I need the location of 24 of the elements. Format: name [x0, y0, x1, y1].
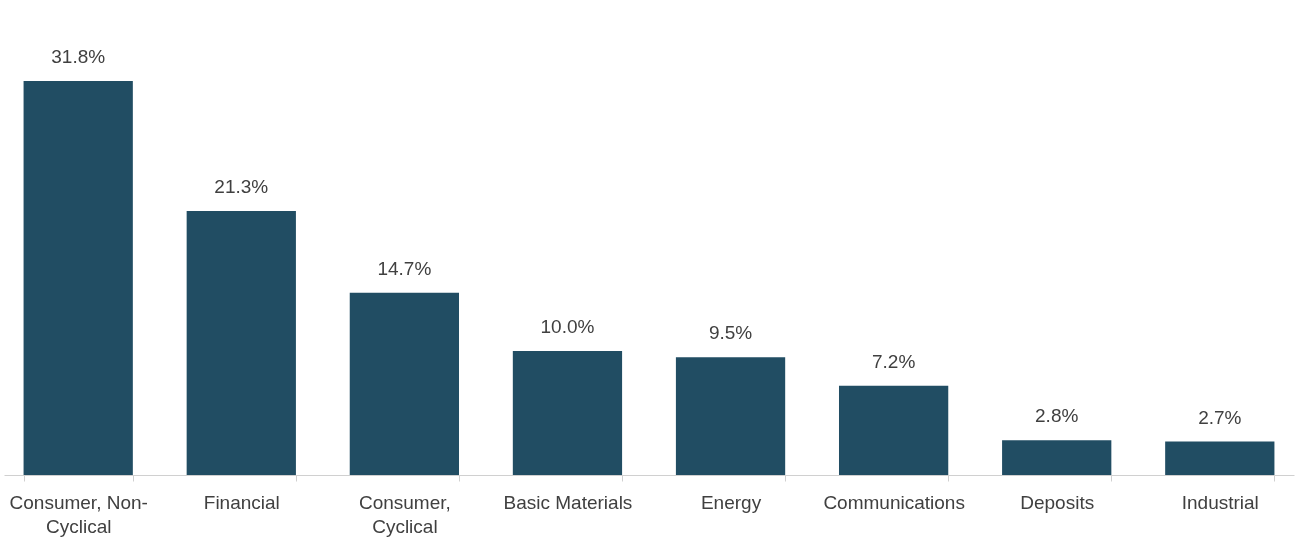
data-label: 14.7%	[377, 257, 432, 279]
x-tick-label: Energy	[700, 491, 762, 513]
data-label: 2.7%	[1198, 406, 1242, 428]
data-label: 21.3%	[214, 176, 269, 198]
data-label: 7.2%	[871, 350, 916, 372]
x-tick-label: Communications	[823, 491, 965, 513]
bar	[186, 211, 296, 475]
data-label: 31.8%	[51, 46, 106, 67]
bar	[675, 357, 786, 475]
x-tick-label: Consumer, Cyclical	[358, 491, 451, 537]
x-tick-label: Basic Materials	[503, 491, 633, 513]
x-tick-label: Industrial	[1181, 491, 1259, 513]
bar	[1165, 441, 1275, 475]
data-label: 10.0%	[540, 316, 595, 338]
x-tick-label: Deposits	[1020, 491, 1095, 513]
bar	[1002, 440, 1112, 475]
data-label: 2.8%	[1035, 405, 1079, 427]
bar	[838, 385, 949, 475]
bar	[23, 81, 133, 475]
x-tick-label: Financial	[203, 491, 280, 513]
x-tick-label: Consumer, Non-Cyclical	[9, 491, 148, 537]
bar	[349, 292, 460, 475]
data-label: 9.5%	[708, 322, 753, 344]
bar	[512, 351, 623, 475]
